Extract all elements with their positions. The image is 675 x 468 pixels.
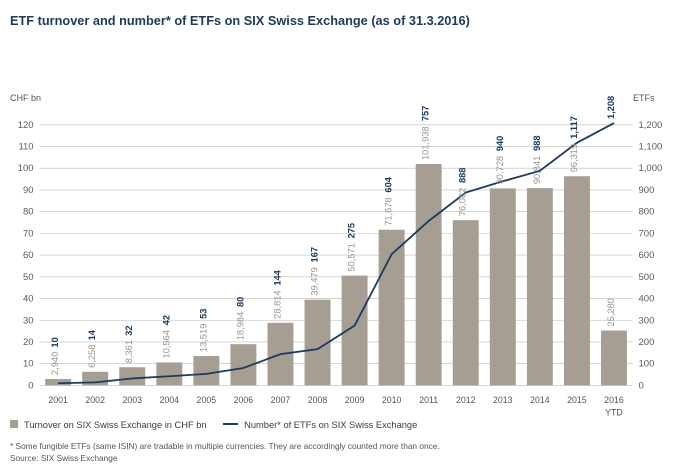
svg-text:2001: 2001 [48, 395, 68, 405]
svg-text:120: 120 [18, 120, 34, 131]
svg-text:700: 700 [639, 228, 655, 239]
svg-text:28,814: 28,814 [272, 290, 282, 318]
svg-text:2008: 2008 [308, 395, 328, 405]
svg-text:71,678: 71,678 [384, 197, 394, 225]
svg-text:2015: 2015 [567, 395, 587, 405]
svg-text:90,841: 90,841 [532, 156, 542, 184]
svg-text:1,117: 1,117 [569, 116, 579, 139]
svg-text:76,082: 76,082 [458, 188, 468, 216]
svg-text:200: 200 [639, 337, 655, 348]
svg-text:30: 30 [23, 315, 34, 326]
svg-text:940: 940 [495, 136, 505, 152]
svg-text:400: 400 [639, 294, 655, 305]
svg-text:600: 600 [639, 250, 655, 261]
svg-text:1,100: 1,100 [639, 142, 663, 153]
svg-text:1,000: 1,000 [639, 163, 663, 174]
svg-text:14: 14 [87, 329, 97, 340]
svg-text:2007: 2007 [271, 395, 291, 405]
svg-text:0: 0 [28, 380, 33, 391]
svg-text:167: 167 [310, 247, 320, 263]
svg-text:800: 800 [639, 207, 655, 218]
svg-text:2005: 2005 [197, 395, 217, 405]
svg-text:53: 53 [198, 309, 208, 319]
svg-text:39,479: 39,479 [310, 267, 320, 295]
svg-text:988: 988 [532, 135, 542, 151]
svg-text:20: 20 [23, 337, 34, 348]
svg-text:2012: 2012 [456, 395, 476, 405]
svg-text:25,280: 25,280 [606, 298, 616, 326]
svg-text:2006: 2006 [234, 395, 254, 405]
svg-text:2014: 2014 [530, 395, 550, 405]
svg-text:100: 100 [639, 359, 655, 370]
svg-text:50: 50 [23, 272, 34, 283]
svg-text:101,938: 101,938 [421, 126, 431, 160]
svg-text:2016: 2016 [604, 395, 624, 405]
svg-text:2003: 2003 [122, 395, 142, 405]
svg-text:40: 40 [23, 294, 34, 305]
svg-text:90: 90 [23, 185, 34, 196]
svg-text:80: 80 [235, 297, 245, 307]
svg-text:900: 900 [639, 185, 655, 196]
svg-text:300: 300 [639, 315, 655, 326]
svg-text:18,984: 18,984 [235, 312, 245, 340]
svg-text:2,940: 2,940 [50, 352, 60, 375]
svg-text:2011: 2011 [419, 395, 438, 405]
svg-text:1,200: 1,200 [639, 120, 663, 131]
svg-text:90,728: 90,728 [495, 156, 505, 184]
svg-text:2009: 2009 [345, 395, 365, 405]
svg-text:YTD: YTD [605, 408, 623, 418]
svg-text:80: 80 [23, 207, 34, 218]
svg-text:2004: 2004 [160, 395, 180, 405]
svg-text:110: 110 [18, 142, 33, 153]
svg-text:100: 100 [18, 163, 34, 174]
svg-text:1,208: 1,208 [606, 96, 616, 119]
svg-text:10: 10 [23, 359, 34, 370]
svg-text:2013: 2013 [493, 395, 513, 405]
svg-text:50,571: 50,571 [347, 243, 357, 271]
svg-text:96,319: 96,319 [569, 144, 579, 172]
svg-text:70: 70 [23, 228, 34, 239]
svg-text:60: 60 [23, 250, 34, 261]
svg-text:42: 42 [161, 315, 171, 325]
svg-text:6,258: 6,258 [87, 345, 97, 368]
svg-text:10,564: 10,564 [161, 330, 171, 358]
svg-text:13,519: 13,519 [198, 324, 208, 352]
svg-text:275: 275 [347, 223, 357, 239]
svg-text:0: 0 [639, 380, 644, 391]
svg-text:144: 144 [272, 269, 282, 285]
svg-text:757: 757 [421, 106, 431, 122]
svg-text:500: 500 [639, 272, 655, 283]
svg-text:32: 32 [124, 325, 134, 335]
svg-text:10: 10 [50, 337, 60, 347]
svg-text:604: 604 [384, 176, 394, 192]
svg-text:8,361: 8,361 [124, 340, 134, 363]
svg-text:2010: 2010 [382, 395, 402, 405]
svg-text:2002: 2002 [85, 395, 105, 405]
svg-text:888: 888 [458, 168, 468, 184]
